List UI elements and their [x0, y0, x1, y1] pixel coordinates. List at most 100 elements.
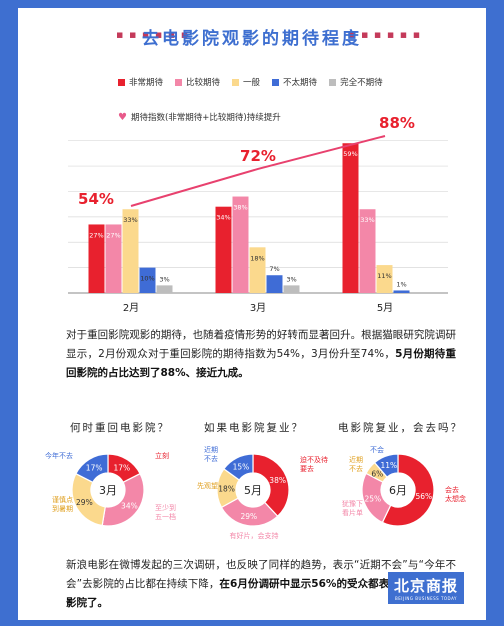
- legend-label-3: 不太期待: [283, 78, 318, 88]
- pie-center-label: 6月: [389, 484, 407, 497]
- pie-category-label: 犹豫下看片单: [342, 499, 363, 517]
- pie-category-label-line: 看片单: [342, 508, 363, 517]
- bar-5月-一般: [376, 265, 393, 293]
- legend-label-0: 非常期待: [129, 78, 164, 88]
- paragraph-1: 对于重回影院观影的期待，也随着疫情形势的好转而显著回升。根据猫眼研究院调研显示，…: [66, 326, 456, 383]
- bar-3月-不太期待: [266, 275, 283, 293]
- pie-category-label-line: 要去: [300, 464, 314, 473]
- bar-label: 34%: [216, 214, 230, 222]
- pie-slice-1: [101, 472, 145, 527]
- logo-text-en: BEIJING BUSINESS TODAY: [395, 596, 457, 601]
- bar-chart: 27% 27%33%10% 3%2月34%38%18%7%3%3月59%33%11%…: [68, 114, 448, 314]
- pie-category-label-line: 不去: [349, 464, 363, 473]
- bar-label: 33%: [123, 216, 137, 224]
- pie-category-label-line: 近期: [204, 445, 218, 454]
- pie-category-label-line: 犹豫下: [342, 499, 363, 508]
- pie-slice-0: [252, 453, 290, 518]
- pie-category-label-line: 到暑期: [52, 505, 73, 513]
- legend-item-3: 不太期待: [272, 78, 317, 88]
- trend-label: 72%: [240, 147, 276, 165]
- bar-label: 59%: [343, 150, 357, 158]
- pie-value-label: 38%: [269, 476, 286, 485]
- legend-item-2: 一般: [232, 78, 260, 88]
- bar-label: 3%: [159, 275, 169, 283]
- pie-category-label: 今年不去: [45, 451, 73, 460]
- bar-3月-比较期待: [232, 196, 249, 293]
- bar-legend: 非常期待 比较期待 一般 不太期待 完全不期待: [118, 76, 395, 88]
- pie-center-label: 3月: [99, 484, 117, 497]
- pie-slice-3: [373, 453, 399, 478]
- pie-category-label-line: 至少到: [155, 504, 176, 512]
- pie-slice-3: [75, 453, 109, 484]
- bar-3月-完全不期待: [283, 285, 300, 293]
- legend-item-0: 非常期待: [118, 78, 163, 88]
- legend-label-1: 比较期待: [186, 78, 221, 88]
- trend-label: 88%: [379, 114, 415, 132]
- pie-category-label: 立刻: [155, 451, 169, 460]
- pie-category-label: 不会: [370, 445, 384, 454]
- bar-label: 10%: [140, 275, 154, 283]
- bar-label: 11%: [377, 272, 391, 280]
- bar-2月-非常期待: [88, 224, 105, 293]
- pie-value-label: 25%: [365, 494, 382, 503]
- x-tick-label: 5月: [377, 302, 393, 314]
- pie-category-label-line: 太想念: [445, 494, 466, 503]
- pie-value-label: 15%: [233, 462, 250, 471]
- pie-category-label-line: 迫不及待: [300, 455, 328, 464]
- paragraph-1-text: 对于重回影院观影的期待，也随着疫情形势的好转而显著回升。根据猫眼研究院调研显示，…: [66, 329, 456, 360]
- bar-5月-不太期待: [393, 290, 410, 293]
- pie-category-label: 近期不去: [204, 445, 218, 463]
- trend-line: [130, 135, 386, 207]
- pie-value-label: 17%: [86, 463, 103, 472]
- bar-label: 3%: [286, 275, 296, 283]
- paragraph-2: 新浪电影在微博发起的三次调研，也反映了同样的趋势，表示“近期不会”与“今年不会”…: [66, 556, 456, 613]
- trend-label: 54%: [78, 190, 114, 208]
- x-tick-label: 2月: [123, 302, 139, 314]
- pie-title-march: 何时重回电影院？: [70, 422, 170, 434]
- pie-center-label: 5月: [244, 484, 262, 497]
- trend-legend-label: 期待指数(非常期待+比较期待)持续提升: [130, 113, 281, 123]
- heart-icon: ♥: [118, 112, 127, 123]
- bar-3月-非常期待: [215, 206, 232, 293]
- bar-label: 38%: [233, 204, 247, 212]
- bar-5月-比较期待: [359, 209, 376, 293]
- legend-swatch-0: [118, 79, 125, 86]
- legend-label-2: 一般: [243, 78, 261, 88]
- pie-value-label: 34%: [121, 502, 138, 511]
- bar-2月-比较期待: [105, 224, 122, 293]
- trend-legend: ♥ 期待指数(非常期待+比较期待)持续提升: [118, 111, 281, 123]
- x-tick-label: 3月: [250, 302, 266, 314]
- legend-item-1: 比较期待: [175, 78, 220, 88]
- infographic-card: ▪ ▪ ▪ ▪ ▪ ▪ ▪ ▪ ▪ ▪ ▪ ▪ 去电影院观影的期待程度 非常期待…: [18, 8, 486, 620]
- page-title: 去电影院观影的期待程度: [142, 29, 362, 49]
- pie-category-label-line: 不去: [204, 454, 218, 463]
- pie-category-label-line: 会去: [445, 485, 459, 494]
- pie-value-label: 56%: [415, 492, 432, 501]
- legend-swatch-1: [175, 79, 183, 86]
- pie-value-label: 6%: [371, 469, 383, 478]
- pie-category-label: 近期不去: [349, 455, 363, 473]
- bar-label: 27%: [89, 231, 103, 239]
- pie-value-label: 29%: [241, 512, 258, 521]
- bar-2月-一般: [122, 209, 139, 293]
- title-decoration-right: ▪ ▪ ▪ ▪ ▪ ▪: [348, 28, 422, 41]
- pie-value-label: 17%: [114, 463, 131, 472]
- bar-label: 18%: [250, 254, 264, 262]
- pie-slice-0: [381, 453, 435, 527]
- legend-swatch-2: [232, 79, 240, 86]
- pie-category-label: 谨慎点到暑期: [52, 495, 73, 513]
- pie-category-label: 迫不及待要去: [300, 455, 328, 473]
- legend-swatch-3: [272, 79, 280, 86]
- pie-category-label-line: 五一档: [155, 512, 176, 521]
- title-decoration-left: ▪ ▪ ▪ ▪ ▪ ▪: [116, 28, 190, 41]
- logo-text-cn: 北京商报: [393, 577, 458, 595]
- bar-label: 33%: [360, 216, 374, 224]
- bar-label: 1%: [396, 280, 406, 288]
- pie-category-label: 有好片，会支持: [230, 531, 279, 540]
- bar-label: 7%: [269, 265, 279, 273]
- beijing-business-today-logo: 北京商报 BEIJING BUSINESS TODAY: [387, 572, 464, 604]
- pie-category-label-line: 近期: [349, 455, 363, 464]
- bar-2月-不太期待: [139, 267, 156, 293]
- paragraph-2-text: 新浪电影在微博发起的三次调研，也反映了同样的趋势，表示“近期不会”与“今年不会”…: [66, 559, 456, 590]
- pie-category-label-line: 谨慎点: [52, 495, 73, 504]
